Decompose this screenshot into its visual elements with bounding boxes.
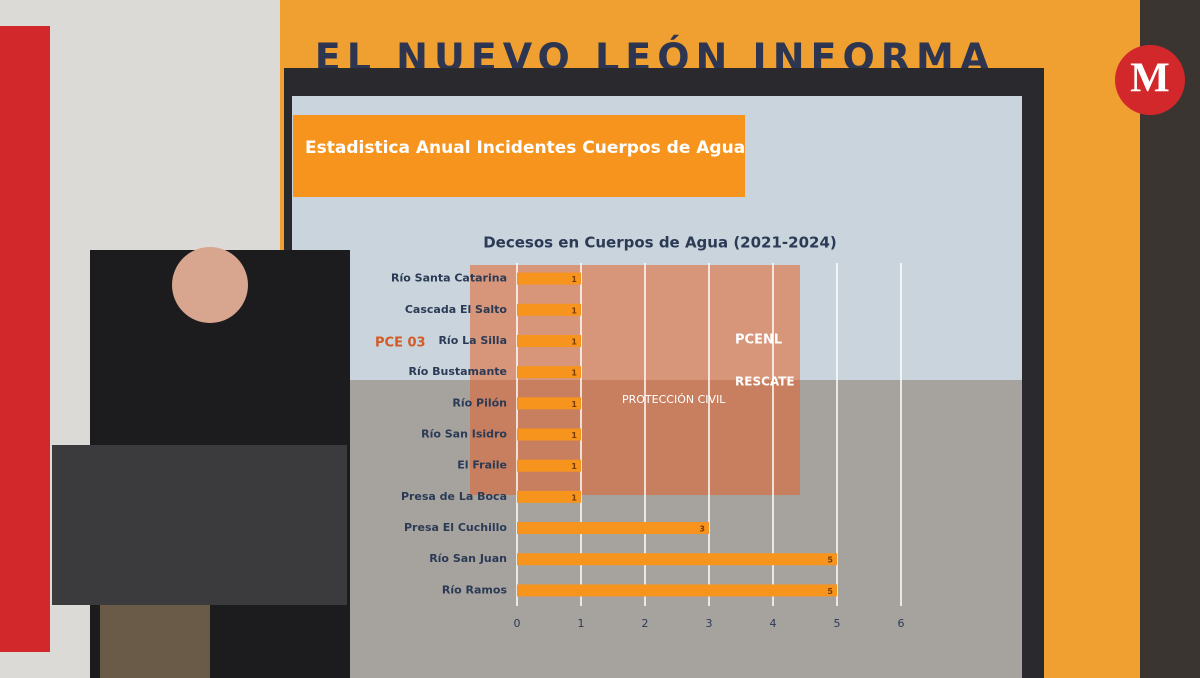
value-label: 3 bbox=[699, 525, 705, 534]
bar bbox=[517, 303, 581, 316]
podium bbox=[52, 445, 347, 605]
y-tick-label: Río Pilón bbox=[452, 396, 507, 409]
bar bbox=[517, 397, 581, 410]
y-tick-label: Presa de La Boca bbox=[401, 490, 507, 503]
value-label: 5 bbox=[827, 587, 833, 596]
value-label: 1 bbox=[571, 369, 577, 378]
value-label: 1 bbox=[571, 337, 577, 346]
x-tick-label: 4 bbox=[770, 617, 777, 630]
bar bbox=[517, 490, 581, 503]
value-label: 1 bbox=[571, 462, 577, 471]
y-tick-label: Río San Juan bbox=[429, 552, 507, 565]
logo-circle bbox=[1115, 45, 1185, 115]
x-tick-label: 0 bbox=[514, 617, 521, 630]
value-label: 1 bbox=[571, 431, 577, 440]
slide-title-box bbox=[293, 115, 745, 197]
value-label: 1 bbox=[571, 275, 577, 284]
chart: 0 1 2 3 4 5 6 Río Santa Catarina 1 Cascada El Sal… bbox=[391, 263, 905, 630]
photo-text: PROTECCIÓN CIVIL bbox=[622, 393, 726, 406]
red-panel bbox=[0, 26, 50, 652]
value-label: 5 bbox=[827, 556, 833, 565]
chart-title: Decesos en Cuerpos de Agua (2021-2024) bbox=[483, 234, 837, 252]
slide-title: Estadistica Anual Incidentes Cuerpos de … bbox=[305, 138, 745, 158]
x-tick-label: 2 bbox=[642, 617, 649, 630]
logo: M bbox=[1130, 56, 1170, 102]
x-tick-label: 5 bbox=[834, 617, 841, 630]
podium-base bbox=[100, 605, 210, 678]
bar bbox=[517, 428, 581, 441]
y-tick-label: Presa El Cuchillo bbox=[404, 521, 507, 534]
y-tick-label: Río Bustamante bbox=[408, 365, 507, 378]
photo-text: PCENL bbox=[735, 333, 782, 348]
truck bbox=[470, 265, 800, 495]
bar bbox=[517, 272, 581, 285]
y-tick-label: El Fraile bbox=[457, 459, 507, 472]
photo-text: PCE 03 bbox=[375, 336, 426, 351]
x-tick-label: 3 bbox=[706, 617, 713, 630]
bar bbox=[517, 459, 581, 472]
y-tick-label: Cascada El Salto bbox=[405, 303, 508, 316]
value-label: 1 bbox=[571, 400, 577, 409]
value-label: 1 bbox=[571, 306, 577, 315]
y-tick-label: Río La Silla bbox=[438, 334, 507, 347]
value-label: 1 bbox=[571, 493, 577, 502]
speaker-head bbox=[172, 247, 248, 323]
bar bbox=[517, 584, 837, 597]
bar bbox=[517, 553, 837, 566]
y-tick-label: Río San Isidro bbox=[421, 428, 507, 441]
x-tick-label: 1 bbox=[578, 617, 585, 630]
bar bbox=[517, 366, 581, 379]
bar bbox=[517, 522, 709, 535]
bar bbox=[517, 334, 581, 347]
x-tick-label: 6 bbox=[898, 617, 905, 630]
y-tick-label: Río Ramos bbox=[442, 583, 508, 596]
photo-text: RESCATE bbox=[735, 375, 795, 389]
y-tick-label: Río Santa Catarina bbox=[391, 272, 507, 285]
